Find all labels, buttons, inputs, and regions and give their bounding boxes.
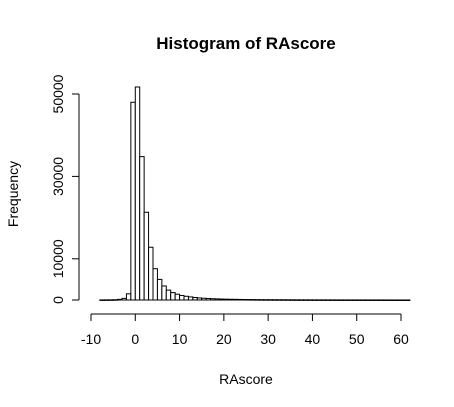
histogram-bar [103, 299, 110, 301]
x-axis: -10 0 10 20 30 40 50 60 [81, 313, 409, 347]
y-tick-label: 30000 [50, 157, 66, 196]
histogram-bar [121, 297, 127, 301]
histogram-bar [210, 298, 216, 301]
histogram-bar [263, 299, 269, 301]
histogram-bar [249, 299, 256, 301]
histogram-bar [280, 299, 287, 301]
histogram-bar [285, 299, 291, 301]
histogram-bar [227, 298, 234, 301]
histogram-bar [236, 298, 243, 301]
histogram-bar [174, 293, 181, 301]
histogram-bar [404, 299, 411, 301]
y-tick-label: 10000 [50, 239, 66, 278]
x-axis-label: RAscore [219, 371, 273, 387]
histogram-bar [112, 299, 119, 301]
histogram-bar [342, 299, 349, 301]
histogram-bar [334, 299, 340, 301]
x-tick-label: 0 [131, 331, 139, 347]
histogram-bar [378, 299, 384, 301]
histogram-bar [396, 299, 402, 301]
histogram-bar [183, 295, 189, 301]
histogram-bar [148, 246, 154, 301]
histogram-bar [125, 293, 132, 301]
histogram-bar [192, 297, 198, 301]
histogram-bar [320, 299, 327, 301]
y-tick-label: 0 [50, 296, 66, 304]
histogram-bar [223, 298, 229, 301]
histogram-bar [369, 299, 375, 301]
y-axis: 0 10000 30000 50000 [50, 74, 80, 304]
x-tick-label: 50 [349, 331, 365, 347]
histogram-bar [329, 299, 336, 301]
histogram-bar [272, 299, 278, 301]
histogram-bar [391, 299, 398, 301]
histogram-bar [325, 299, 331, 301]
histogram-bar [205, 298, 212, 301]
histogram-bar [294, 299, 300, 301]
chart-title: Histogram of RAscore [156, 34, 335, 53]
histogram-bar [387, 299, 393, 301]
x-tick-label: 10 [172, 331, 188, 347]
histogram-bar [267, 299, 274, 301]
histogram-bar [373, 299, 380, 301]
histogram-bar [254, 299, 260, 301]
histogram-bar [241, 299, 247, 301]
histogram-bar [360, 299, 367, 301]
x-tick-label: 20 [216, 331, 232, 347]
histogram-bar [245, 299, 251, 301]
histogram-bar [161, 285, 167, 301]
histogram-bar [316, 299, 322, 301]
histogram-bar [365, 299, 371, 301]
x-tick-label: 60 [393, 331, 409, 347]
histogram-bar [311, 299, 318, 301]
histogram-bar [152, 268, 158, 301]
x-tick-label: -10 [81, 331, 101, 347]
histogram-bar [338, 299, 344, 301]
histogram-bar [117, 298, 123, 301]
histogram-bar [351, 299, 358, 301]
histogram-bar [196, 297, 203, 301]
y-axis-label: Frequency [5, 161, 21, 227]
histogram-bar [156, 278, 163, 301]
histogram-bar [179, 294, 185, 301]
histogram-bar [187, 296, 194, 301]
histogram-bar [214, 298, 220, 301]
histogram-bar [258, 299, 265, 301]
histogram-bar [170, 292, 176, 301]
histogram-bar [143, 211, 150, 301]
histogram-bar [400, 299, 406, 301]
histogram-bar [130, 101, 136, 301]
histogram-bar [232, 298, 238, 301]
histogram-bar [99, 299, 105, 301]
histogram-bars [99, 86, 411, 301]
histogram-bar [276, 299, 282, 301]
histogram-bar [382, 299, 389, 301]
histogram-bar [108, 299, 114, 301]
x-tick-label: 30 [260, 331, 276, 347]
histogram-bar [134, 86, 141, 301]
histogram-bar [298, 299, 305, 301]
histogram-bar [347, 299, 353, 301]
histogram-bar [139, 156, 145, 301]
histogram-bar [303, 299, 309, 301]
histogram-bar [356, 299, 362, 301]
histogram-bar [289, 299, 296, 301]
histogram-bar [165, 289, 172, 301]
histogram-bar [218, 298, 225, 301]
histogram-bar [201, 297, 207, 301]
histogram-bar [307, 299, 313, 301]
y-tick-label: 50000 [50, 74, 66, 113]
x-tick-label: 40 [305, 331, 321, 347]
